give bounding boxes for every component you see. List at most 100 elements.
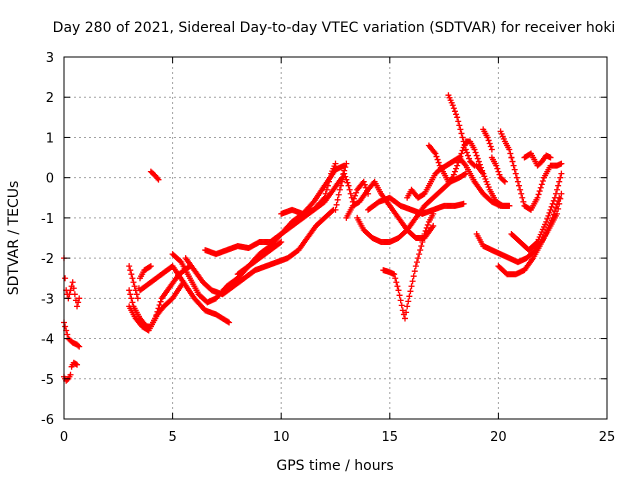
data-point [133,291,140,298]
data-point [519,194,526,201]
data-point [485,137,492,144]
data-point [346,186,353,193]
data-point [416,251,423,258]
data-point [156,302,163,309]
data-point [464,152,471,159]
data-point [546,209,553,216]
data-point [66,291,73,298]
data-point [337,182,344,189]
data-point [407,288,414,295]
data-point [226,319,233,326]
data-point [534,194,541,201]
data-point [556,178,563,185]
data-point [547,206,554,213]
data-point [466,155,473,162]
data-point [74,303,81,310]
data-point [155,176,162,183]
data-point [453,111,460,118]
data-point [472,149,479,156]
data-point [329,207,336,214]
data-point [393,279,400,286]
data-point [128,295,135,302]
data-point [451,168,458,175]
data-point [325,178,332,185]
data-point [278,239,285,246]
data-point [343,160,350,167]
data-point [334,196,341,203]
data-point [130,279,137,286]
data-point [500,177,507,184]
data-point [450,105,457,112]
data-point [129,275,136,282]
data-point [147,263,154,270]
chart-title: Day 280 of 2021, Sidereal Day-to-day VTE… [53,20,616,36]
data-point [336,186,343,193]
data-point [410,273,417,280]
data-point [413,259,420,266]
data-point [332,206,339,213]
data-point [424,221,431,228]
data-point [431,149,438,156]
data-point [450,171,457,178]
x-tick-label: 0 [60,430,68,445]
data-point [127,267,134,274]
data-point [406,293,413,300]
data-point [397,297,404,304]
data-point [508,154,515,161]
data-point [422,227,429,234]
data-point [459,147,466,154]
data-point [537,184,544,191]
data-point [461,171,468,178]
data-point [558,190,565,197]
data-point [405,298,412,305]
data-point [154,175,161,182]
data-point [335,191,342,198]
y-axis-label: SDTVAR / TECUs [6,181,22,296]
data-point [344,179,351,186]
data-point [458,130,465,137]
data-point [131,283,138,290]
data-point [517,186,524,193]
data-point [483,178,490,185]
data-point [496,171,503,178]
data-point [341,170,348,177]
data-point [556,200,563,207]
y-tick-label: -5 [41,373,54,388]
data-point [557,174,564,181]
data-point [392,275,399,282]
data-point [76,295,83,302]
data-point [420,235,427,241]
y-tick-label: -1 [41,212,54,227]
data-point [479,169,486,176]
data-point [507,150,514,157]
data-point [448,175,455,182]
data-point [460,138,467,145]
data-point [434,156,441,163]
data-point [545,212,552,219]
data-point [342,173,349,180]
data-point [129,299,136,306]
data-point [550,197,557,204]
data-point [350,195,357,202]
axis-ticks [63,56,608,420]
data-point [480,170,487,177]
data-point [487,143,494,150]
y-tick-label: -6 [41,413,54,428]
data-point [361,181,368,188]
grid-lines [64,57,607,419]
y-tick-label: -2 [41,252,54,267]
data-point [449,102,456,109]
data-point [398,302,405,309]
data-point [506,146,513,153]
data-point [471,146,478,153]
data-point [511,166,518,173]
data-point [456,156,463,163]
data-point [342,164,349,171]
data-point [155,305,162,312]
data-point [418,243,425,250]
data-point [535,191,542,198]
data-point [343,176,350,183]
data-point [415,255,422,262]
plot-frame [63,56,608,420]
data-point [128,271,135,278]
